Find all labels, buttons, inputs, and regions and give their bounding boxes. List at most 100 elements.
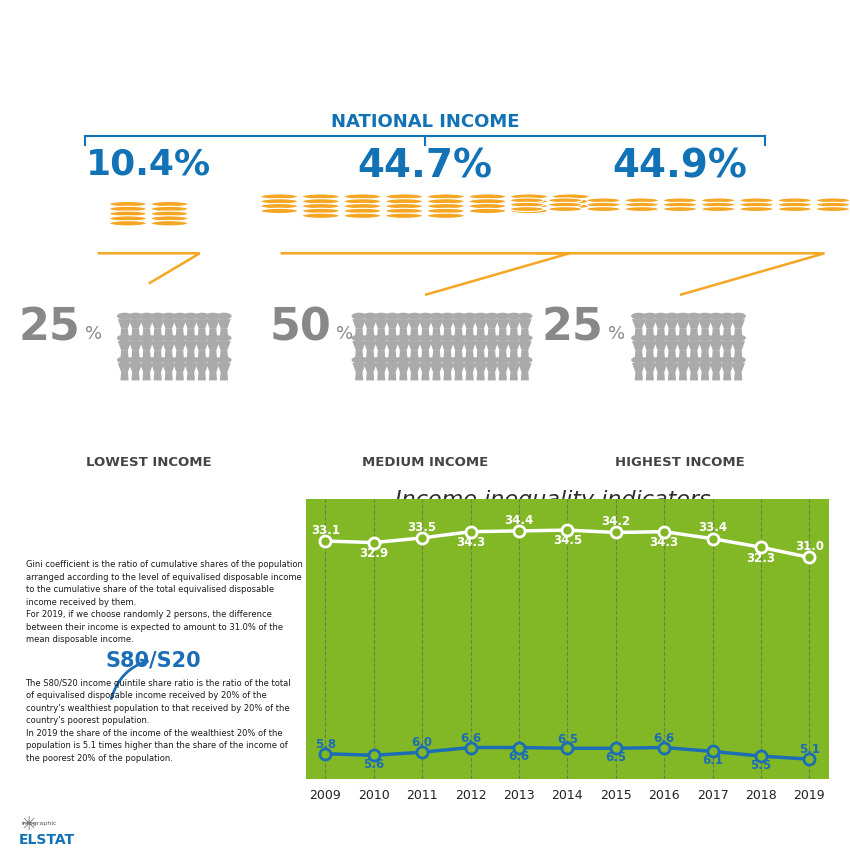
Circle shape — [730, 335, 746, 342]
Polygon shape — [422, 372, 429, 381]
Polygon shape — [433, 328, 440, 337]
Circle shape — [507, 356, 521, 363]
Polygon shape — [646, 350, 654, 359]
Circle shape — [128, 313, 143, 320]
Circle shape — [462, 335, 477, 342]
Polygon shape — [220, 328, 228, 337]
Ellipse shape — [586, 207, 620, 212]
Ellipse shape — [469, 208, 506, 213]
Polygon shape — [408, 341, 422, 350]
Polygon shape — [668, 328, 676, 337]
Ellipse shape — [469, 203, 506, 209]
Circle shape — [440, 356, 456, 363]
Polygon shape — [712, 372, 720, 381]
Circle shape — [708, 313, 723, 320]
Ellipse shape — [109, 211, 146, 217]
Ellipse shape — [469, 194, 506, 199]
Ellipse shape — [740, 207, 774, 212]
Polygon shape — [654, 319, 668, 328]
Polygon shape — [422, 328, 429, 337]
Polygon shape — [173, 363, 186, 372]
Polygon shape — [430, 341, 444, 350]
Polygon shape — [635, 328, 643, 337]
Text: 6.6: 6.6 — [508, 751, 530, 763]
Ellipse shape — [260, 208, 298, 213]
Polygon shape — [375, 341, 388, 350]
Polygon shape — [366, 350, 374, 359]
Polygon shape — [635, 372, 643, 381]
Polygon shape — [400, 350, 407, 359]
Circle shape — [462, 313, 477, 320]
Polygon shape — [657, 350, 665, 359]
Polygon shape — [731, 341, 745, 350]
Ellipse shape — [427, 208, 464, 213]
Circle shape — [407, 335, 422, 342]
Circle shape — [139, 313, 155, 320]
Ellipse shape — [385, 203, 422, 209]
Polygon shape — [154, 372, 162, 381]
Circle shape — [686, 335, 702, 342]
Circle shape — [352, 313, 367, 320]
Polygon shape — [220, 350, 228, 359]
Polygon shape — [209, 372, 217, 381]
Polygon shape — [206, 363, 219, 372]
Text: 34.3: 34.3 — [456, 536, 485, 549]
Circle shape — [216, 356, 231, 363]
Polygon shape — [132, 350, 139, 359]
Polygon shape — [518, 319, 532, 328]
Polygon shape — [400, 372, 407, 381]
Circle shape — [665, 313, 680, 320]
Text: 32.3: 32.3 — [746, 552, 775, 564]
Text: GINI: GINI — [111, 493, 161, 513]
Ellipse shape — [151, 211, 188, 217]
Ellipse shape — [625, 207, 659, 212]
Ellipse shape — [740, 202, 774, 207]
Circle shape — [473, 335, 488, 342]
Ellipse shape — [343, 194, 381, 199]
Polygon shape — [518, 341, 532, 350]
Circle shape — [128, 356, 143, 363]
Text: %: % — [608, 326, 625, 343]
Ellipse shape — [816, 198, 850, 203]
Circle shape — [216, 335, 231, 342]
Ellipse shape — [385, 194, 422, 199]
Text: 34.5: 34.5 — [552, 535, 582, 547]
Ellipse shape — [625, 202, 659, 207]
Ellipse shape — [510, 207, 544, 212]
Circle shape — [631, 335, 647, 342]
Circle shape — [206, 356, 221, 363]
Polygon shape — [187, 328, 195, 337]
Ellipse shape — [343, 199, 381, 204]
Polygon shape — [396, 363, 411, 372]
Polygon shape — [690, 372, 698, 381]
Circle shape — [172, 313, 187, 320]
Ellipse shape — [343, 203, 381, 209]
Polygon shape — [400, 328, 407, 337]
Polygon shape — [411, 328, 418, 337]
Text: INCOME INEQUALITY, 2019*: INCOME INEQUALITY, 2019* — [136, 10, 714, 47]
Polygon shape — [643, 363, 657, 372]
Circle shape — [384, 356, 399, 363]
Polygon shape — [396, 319, 411, 328]
Polygon shape — [121, 328, 128, 337]
Polygon shape — [364, 363, 377, 372]
Polygon shape — [499, 350, 507, 359]
Polygon shape — [386, 319, 400, 328]
Text: LOWEST INCOME: LOWEST INCOME — [86, 456, 212, 469]
Polygon shape — [488, 350, 496, 359]
Polygon shape — [176, 372, 184, 381]
Polygon shape — [668, 372, 676, 381]
Polygon shape — [632, 341, 646, 350]
Polygon shape — [396, 341, 411, 350]
Ellipse shape — [260, 199, 298, 204]
Text: S80/S20: S80/S20 — [105, 650, 201, 670]
Text: 6.5: 6.5 — [605, 751, 626, 764]
Circle shape — [440, 335, 456, 342]
Polygon shape — [643, 319, 657, 328]
Polygon shape — [441, 319, 454, 328]
Polygon shape — [355, 350, 363, 359]
Polygon shape — [477, 350, 484, 359]
Circle shape — [517, 313, 532, 320]
Circle shape — [654, 356, 669, 363]
Text: 44.7%: 44.7% — [358, 147, 492, 185]
